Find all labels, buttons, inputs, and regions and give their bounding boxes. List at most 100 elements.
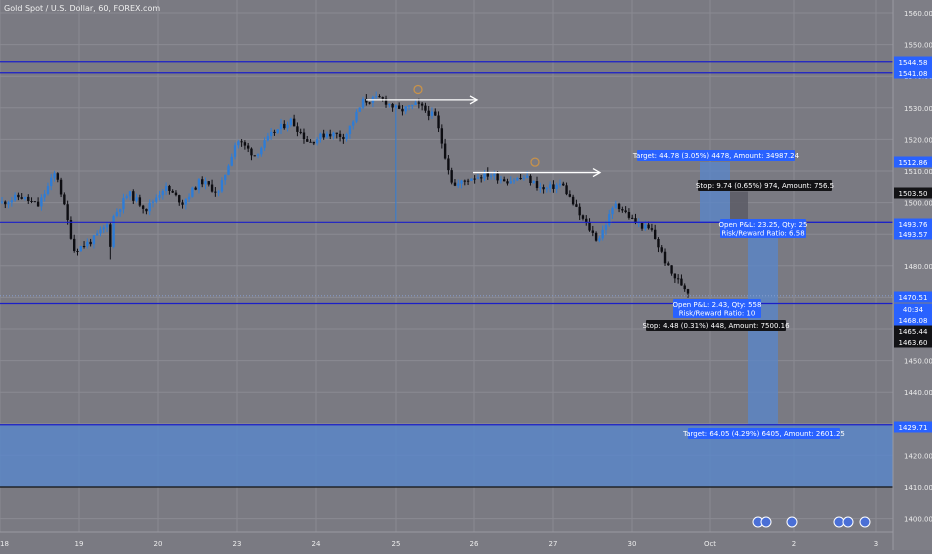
- price-label-bg: [894, 291, 932, 303]
- price-label-bg: [894, 336, 932, 348]
- candle-body: [516, 177, 519, 181]
- candle-body: [617, 203, 621, 210]
- candles: [0, 91, 690, 298]
- candle-body: [493, 173, 496, 176]
- candle-body: [565, 185, 568, 195]
- candle-body: [571, 196, 575, 205]
- candle-body: [342, 136, 345, 140]
- candle-body: [223, 174, 227, 181]
- candle-body: [604, 225, 608, 230]
- candle-body: [502, 179, 506, 182]
- position-note-bg: [673, 299, 761, 318]
- candle-body: [348, 125, 352, 135]
- candle-body: [227, 165, 230, 175]
- price-label: 1503.50: [899, 190, 928, 198]
- arrow-1-head: [469, 95, 479, 105]
- candle-body: [151, 201, 155, 203]
- position-note-text: Open P&L: 2.43, Qty: 558: [673, 301, 762, 309]
- candle-body: [256, 154, 260, 156]
- candle-body: [552, 184, 555, 189]
- candle-body: [315, 139, 319, 144]
- time-axis: 18 19 20 23 24 25 26 27 30 Oct 2 3: [0, 531, 893, 548]
- candle-body: [525, 175, 529, 178]
- candle-body: [69, 220, 73, 239]
- candle-body: [447, 158, 450, 171]
- candle-body: [489, 175, 493, 177]
- candle-body: [653, 229, 657, 240]
- price-label: 40:34: [903, 306, 924, 314]
- candle-body: [335, 132, 338, 134]
- candle-body: [420, 103, 424, 106]
- price-label: 1493.57: [899, 231, 928, 239]
- candle-body: [309, 141, 312, 143]
- candle-body: [79, 246, 82, 252]
- candle-body: [361, 98, 365, 108]
- position-note-bg: [688, 428, 840, 439]
- candle-body: [302, 132, 306, 140]
- position-note-text: Risk/Reward Ratio: 6.58: [721, 230, 804, 238]
- candle-body: [220, 180, 224, 192]
- price-label-bg: [894, 325, 932, 337]
- x-tick-label: 3: [874, 540, 878, 548]
- candle-body: [43, 193, 46, 198]
- candle-body: [292, 118, 296, 127]
- candle-body: [33, 201, 37, 203]
- candle-body: [63, 194, 66, 205]
- candle-body: [319, 133, 322, 140]
- candle-body: [128, 191, 132, 197]
- candle-body: [53, 173, 56, 178]
- candle-body: [4, 201, 7, 205]
- candle-body: [118, 209, 122, 212]
- candle-body: [86, 241, 89, 247]
- candle-body: [542, 187, 545, 190]
- x-tick-label: 23: [233, 540, 242, 548]
- candle-body: [76, 250, 79, 252]
- candle-body: [243, 142, 247, 146]
- candle-body: [299, 131, 302, 133]
- price-label: 1493.76: [899, 221, 928, 229]
- candle-body: [388, 103, 391, 105]
- price-label: 1429.71: [899, 424, 928, 432]
- candle-body: [686, 289, 690, 294]
- candle-body: [112, 216, 115, 247]
- candle-body: [214, 191, 217, 193]
- candle-body: [562, 183, 565, 186]
- candle-body: [89, 241, 92, 245]
- candle-body: [7, 202, 10, 205]
- candle-body: [673, 273, 677, 279]
- candle-body: [608, 214, 611, 226]
- candle-body: [99, 229, 102, 234]
- candle-body: [594, 232, 598, 241]
- candle-body: [23, 196, 27, 199]
- price-label: 1541.08: [899, 70, 928, 78]
- candle-body: [680, 278, 683, 286]
- candle-body: [483, 172, 486, 179]
- candle-body: [427, 110, 430, 116]
- y-tick-label: 1520.00: [904, 136, 932, 144]
- candle-body: [558, 183, 562, 186]
- candle-body: [450, 170, 453, 183]
- candle-body: [266, 136, 270, 141]
- price-label-bg: [894, 303, 932, 315]
- price-label-bg: [894, 314, 932, 326]
- price-label-bg: [894, 56, 932, 68]
- candle-body: [443, 143, 447, 159]
- candle-body: [627, 212, 631, 218]
- candle-body: [187, 196, 191, 200]
- candle-body: [148, 202, 151, 212]
- price-label-bg: [894, 156, 932, 168]
- y-tick-label: 1550.00: [904, 42, 932, 50]
- candle-body: [306, 139, 309, 142]
- position-note-text: Risk/Reward Ratio: 10: [679, 310, 756, 318]
- event-icon: [842, 516, 854, 528]
- price-label-bg: [894, 67, 932, 79]
- candle-body: [184, 199, 188, 205]
- candle-body: [578, 206, 581, 216]
- candle-body: [207, 181, 210, 185]
- candle-body: [588, 222, 591, 231]
- candle-body: [73, 238, 76, 251]
- candle-body: [650, 228, 654, 230]
- candle-body: [322, 133, 325, 138]
- candle-body: [535, 181, 539, 189]
